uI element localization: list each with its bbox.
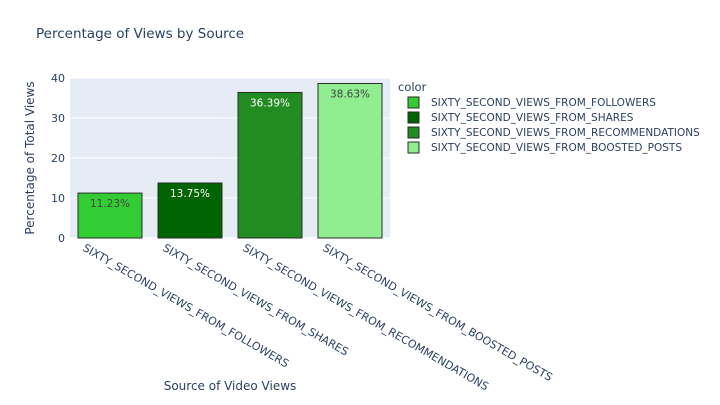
y-tick-label: 20 bbox=[51, 152, 65, 165]
y-tick-label: 0 bbox=[58, 232, 65, 245]
bar-value-label: 38.63% bbox=[330, 88, 370, 100]
legend-swatch bbox=[407, 141, 420, 154]
legend-item[interactable]: SIXTY_SECOND_VIEWS_FROM_BOOSTED_POSTS bbox=[407, 141, 682, 154]
legend-title: color bbox=[398, 80, 427, 94]
x-axis-title: Source of Video Views bbox=[164, 379, 297, 393]
bar[interactable] bbox=[317, 82, 383, 239]
legend-item[interactable]: SIXTY_SECOND_VIEWS_FROM_RECOMMENDATIONS bbox=[407, 126, 700, 139]
legend-label: SIXTY_SECOND_VIEWS_FROM_FOLLOWERS bbox=[431, 97, 656, 109]
legend-item[interactable]: SIXTY_SECOND_VIEWS_FROM_SHARES bbox=[407, 111, 634, 124]
legend-swatch bbox=[407, 126, 420, 139]
legend-label: SIXTY_SECOND_VIEWS_FROM_SHARES bbox=[431, 112, 634, 124]
y-tick-label: 40 bbox=[51, 72, 65, 85]
bar[interactable] bbox=[157, 182, 223, 239]
chart-title: Percentage of Views by Source bbox=[36, 26, 244, 42]
bar-value-label: 11.23% bbox=[90, 198, 130, 210]
legend-swatch bbox=[407, 111, 420, 124]
legend-item[interactable]: SIXTY_SECOND_VIEWS_FROM_FOLLOWERS bbox=[407, 96, 656, 109]
legend-swatch bbox=[407, 96, 420, 109]
bar[interactable] bbox=[237, 91, 303, 239]
y-tick-label: 30 bbox=[51, 112, 65, 125]
y-axis-title: Percentage of Total Views bbox=[23, 81, 37, 234]
legend-label: SIXTY_SECOND_VIEWS_FROM_RECOMMENDATIONS bbox=[431, 127, 700, 139]
y-tick-label: 10 bbox=[51, 192, 65, 205]
bar-value-label: 36.39% bbox=[250, 97, 290, 109]
legend[interactable]: color SIXTY_SECOND_VIEWS_FROM_FOLLOWERS S… bbox=[398, 80, 700, 154]
legend-label: SIXTY_SECOND_VIEWS_FROM_BOOSTED_POSTS bbox=[431, 142, 682, 154]
bar[interactable] bbox=[77, 192, 143, 239]
bar-value-label: 13.75% bbox=[170, 188, 210, 200]
